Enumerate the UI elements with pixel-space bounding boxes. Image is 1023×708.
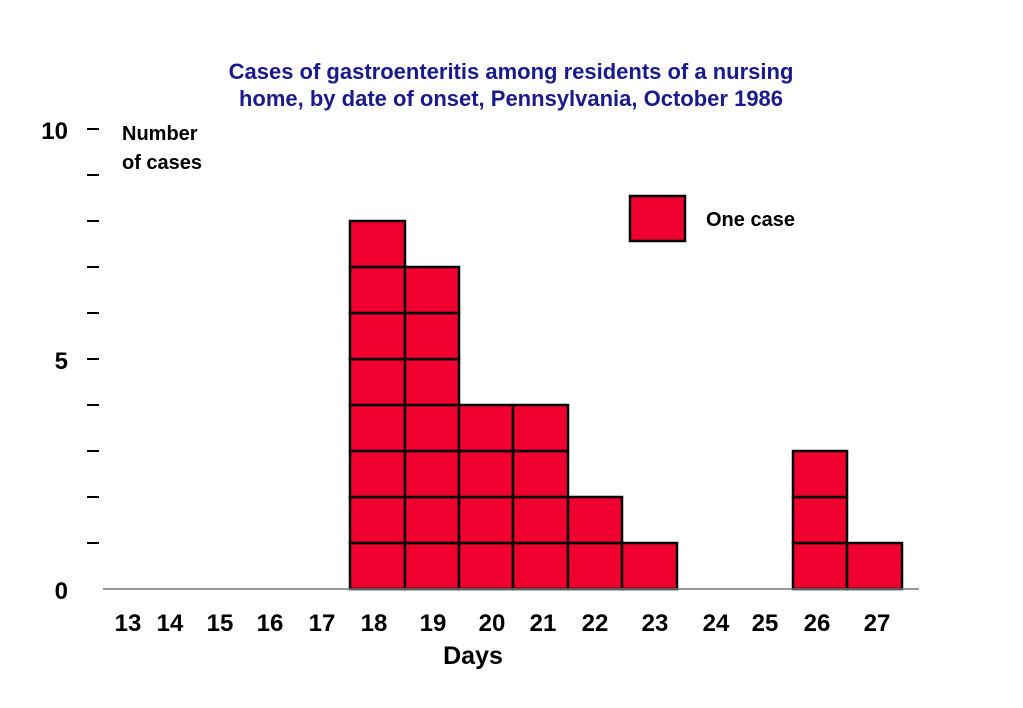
y-tick-label: 10 xyxy=(41,118,68,145)
chart-title-line-1: Cases of gastroenteritis among residents… xyxy=(229,59,794,84)
y-axis-title-line-1: Number xyxy=(122,123,198,145)
y-tick-label: 5 xyxy=(55,348,68,375)
x-tick-label: 14 xyxy=(157,610,184,637)
case-box xyxy=(348,495,407,545)
x-tick-label: 27 xyxy=(864,610,891,637)
x-tick-label: 23 xyxy=(642,610,669,637)
x-tick-label: 13 xyxy=(115,610,142,637)
x-tick-label: 20 xyxy=(479,610,506,637)
x-tick-label: 21 xyxy=(530,610,557,637)
y-axis-title: Number of cases xyxy=(122,123,202,174)
bars-group xyxy=(348,219,904,591)
x-tick-label: 22 xyxy=(582,610,609,637)
case-box xyxy=(403,357,461,407)
x-axis: 13 14 15 16 17 18 19 20 21 22 23 24 25 26 27 xyxy=(103,588,919,637)
case-box xyxy=(403,311,461,361)
y-tick-label: 0 xyxy=(55,578,68,605)
case-box xyxy=(511,495,570,545)
case-box xyxy=(403,265,461,315)
case-box xyxy=(845,541,904,591)
case-box xyxy=(348,541,407,591)
case-box xyxy=(791,541,849,591)
x-tick-label: 16 xyxy=(257,610,284,637)
case-box xyxy=(348,219,407,269)
chart-title-line-2: home, by date of onset, Pennsylvania, Oc… xyxy=(239,86,783,111)
case-box xyxy=(566,541,624,591)
case-box xyxy=(403,403,461,453)
x-tick-label: 25 xyxy=(752,610,779,637)
x-tick-label: 15 xyxy=(207,610,234,637)
case-box xyxy=(457,449,515,499)
case-box xyxy=(791,495,849,545)
legend-swatch xyxy=(628,194,687,243)
case-box xyxy=(511,449,570,499)
case-box xyxy=(348,403,407,453)
case-box xyxy=(511,403,570,453)
case-box xyxy=(348,449,407,499)
x-tick-label: 26 xyxy=(804,610,831,637)
case-box xyxy=(348,357,407,407)
case-box xyxy=(457,403,515,453)
case-box xyxy=(511,541,570,591)
case-box xyxy=(348,311,407,361)
x-axis-title: Days xyxy=(443,642,503,670)
x-tick-label: 17 xyxy=(309,610,336,637)
case-box xyxy=(403,449,461,499)
x-tick-label: 24 xyxy=(703,610,730,637)
legend-label: One case xyxy=(706,209,795,231)
case-box xyxy=(348,265,407,315)
legend: One case xyxy=(628,194,795,243)
x-tick-label: 19 xyxy=(420,610,447,637)
case-box xyxy=(791,449,849,499)
case-box xyxy=(403,541,461,591)
x-tick-label: 18 xyxy=(361,610,388,637)
y-axis-title-line-2: of cases xyxy=(122,152,202,174)
y-axis: 0 5 10 xyxy=(41,118,99,605)
chart-title: Cases of gastroenteritis among residents… xyxy=(229,59,794,111)
case-box xyxy=(457,495,515,545)
case-box xyxy=(457,541,515,591)
case-box xyxy=(620,541,679,591)
case-box xyxy=(403,495,461,545)
case-box xyxy=(566,495,624,545)
